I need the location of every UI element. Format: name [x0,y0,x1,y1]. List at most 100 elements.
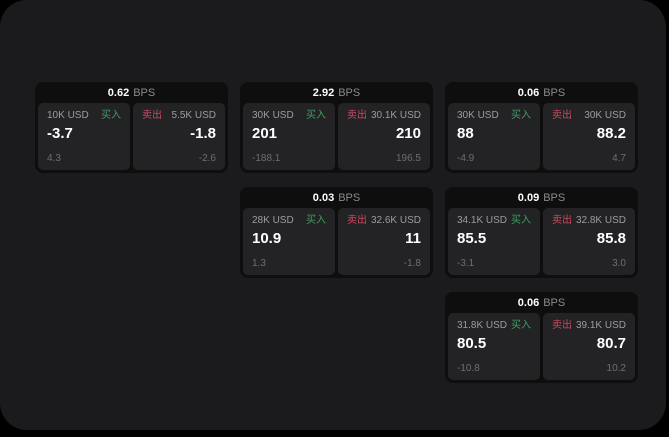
buy-side-label: 买入 [511,320,531,331]
sell-price: 85.8 [596,230,626,247]
buy-sub-value: 4.3 [47,153,61,164]
bps-unit-label: BPS [338,192,361,204]
buy-panel[interactable]: 31.8K USD 买入 80.5 -10.8 [448,313,540,380]
quote-card: 0.09 BPS 34.1K USD 买入 85.5 -3.1 卖出 32.8K… [445,187,638,278]
buy-sell-panels: 34.1K USD 买入 85.5 -3.1 卖出 32.8K USD 85.8… [448,208,635,275]
sell-sub-value: 3.0 [612,258,626,269]
sell-amount: 32.6K USD [370,215,421,226]
bps-value: 0.03 [312,192,335,204]
sell-panel-top: 卖出 39.1K USD [552,321,626,331]
sell-panel[interactable]: 卖出 32.8K USD 85.8 3.0 [543,208,635,275]
sell-side-label: 卖出 [552,215,572,226]
buy-price: -3.7 [47,125,73,142]
quote-card: 2.92 BPS 30K USD 买入 201 -188.1 卖出 30.1K … [240,82,433,173]
buy-price: 80.5 [457,335,487,352]
buy-sell-panels: 10K USD 买入 -3.7 4.3 卖出 5.5K USD -1.8 -2.… [38,103,225,170]
buy-panel[interactable]: 28K USD 买入 10.9 1.3 [243,208,335,275]
bps-value: 0.62 [107,87,130,99]
quote-card: 0.06 BPS 30K USD 买入 88 -4.9 卖出 30K USD 8… [445,82,638,173]
sell-sub-value: 10.2 [606,363,626,374]
buy-panel-top: 28K USD 买入 [252,216,326,226]
card-header: 0.06 BPS [448,294,635,313]
card-header: 0.62 BPS [38,84,225,103]
buy-amount: 30K USD [457,110,499,121]
buy-panel-top: 31.8K USD 买入 [457,321,531,331]
sell-panel-top: 卖出 30.1K USD [347,111,421,121]
quote-card: 0.62 BPS 10K USD 买入 -3.7 4.3 卖出 5.5K USD… [35,82,228,173]
sell-side-label: 卖出 [552,320,572,331]
buy-sub-value: -3.1 [457,258,475,269]
buy-side-label: 买入 [511,215,531,226]
buy-amount: 31.8K USD [457,320,508,331]
buy-side-label: 买入 [306,110,326,121]
buy-amount: 30K USD [252,110,294,121]
buy-amount: 34.1K USD [457,215,508,226]
sell-sub-value: -2.6 [198,153,216,164]
sell-amount: 30K USD [584,110,626,121]
sell-price: -1.8 [190,125,216,142]
sell-panel[interactable]: 卖出 39.1K USD 80.7 10.2 [543,313,635,380]
buy-panel-top: 30K USD 买入 [457,111,531,121]
sell-price: 210 [395,125,421,142]
buy-side-label: 买入 [101,110,121,121]
sell-price: 11 [405,230,421,247]
sell-side-label: 卖出 [552,110,572,121]
trading-quotes-screen: 0.62 BPS 10K USD 买入 -3.7 4.3 卖出 5.5K USD… [0,0,666,430]
sell-amount: 5.5K USD [171,110,216,121]
buy-panel[interactable]: 10K USD 买入 -3.7 4.3 [38,103,130,170]
sell-side-label: 卖出 [142,110,162,121]
sell-sub-value: 4.7 [612,153,626,164]
buy-panel[interactable]: 34.1K USD 买入 85.5 -3.1 [448,208,540,275]
sell-sub-value: 196.5 [395,153,421,164]
sell-panel-top: 卖出 5.5K USD [142,111,216,121]
buy-price: 201 [252,125,278,142]
quote-card: 0.03 BPS 28K USD 买入 10.9 1.3 卖出 32.6K US… [240,187,433,278]
sell-panel[interactable]: 卖出 30K USD 88.2 4.7 [543,103,635,170]
buy-price: 88 [457,125,474,142]
buy-panel-top: 10K USD 买入 [47,111,121,121]
buy-amount: 10K USD [47,110,89,121]
sell-price: 88.2 [596,125,626,142]
bps-unit-label: BPS [543,192,566,204]
buy-sub-value: -10.8 [457,363,480,374]
buy-panel[interactable]: 30K USD 买入 201 -188.1 [243,103,335,170]
bps-unit-label: BPS [543,297,566,309]
bps-unit-label: BPS [133,87,156,99]
buy-sell-panels: 28K USD 买入 10.9 1.3 卖出 32.6K USD 11 -1.8 [243,208,430,275]
sell-amount: 30.1K USD [370,110,421,121]
sell-price: 80.7 [596,335,626,352]
bps-unit-label: BPS [338,87,361,99]
sell-amount: 39.1K USD [575,320,626,331]
sell-panel[interactable]: 卖出 32.6K USD 11 -1.8 [338,208,430,275]
sell-panel[interactable]: 卖出 30.1K USD 210 196.5 [338,103,430,170]
buy-price: 85.5 [457,230,487,247]
sell-side-label: 卖出 [347,215,367,226]
buy-panel-top: 34.1K USD 买入 [457,216,531,226]
sell-panel-top: 卖出 32.6K USD [347,216,421,226]
bps-value: 0.06 [517,297,540,309]
buy-side-label: 买入 [511,110,531,121]
sell-panel-top: 卖出 30K USD [552,111,626,121]
buy-sell-panels: 31.8K USD 买入 80.5 -10.8 卖出 39.1K USD 80.… [448,313,635,380]
sell-panel-top: 卖出 32.8K USD [552,216,626,226]
buy-amount: 28K USD [252,215,294,226]
sell-side-label: 卖出 [347,110,367,121]
buy-panel[interactable]: 30K USD 买入 88 -4.9 [448,103,540,170]
buy-price: 10.9 [252,230,282,247]
buy-sub-value: -188.1 [252,153,281,164]
buy-sub-value: -4.9 [457,153,475,164]
bps-value: 0.06 [517,87,540,99]
sell-sub-value: -1.8 [403,258,421,269]
quote-card: 0.06 BPS 31.8K USD 买入 80.5 -10.8 卖出 39.1… [445,292,638,383]
card-header: 0.03 BPS [243,189,430,208]
sell-panel[interactable]: 卖出 5.5K USD -1.8 -2.6 [133,103,225,170]
bps-unit-label: BPS [543,87,566,99]
sell-amount: 32.8K USD [575,215,626,226]
buy-sub-value: 1.3 [252,258,266,269]
buy-panel-top: 30K USD 买入 [252,111,326,121]
buy-sell-panels: 30K USD 买入 201 -188.1 卖出 30.1K USD 210 1… [243,103,430,170]
card-header: 0.09 BPS [448,189,635,208]
buy-side-label: 买入 [306,215,326,226]
card-header: 2.92 BPS [243,84,430,103]
bps-value: 0.09 [517,192,540,204]
